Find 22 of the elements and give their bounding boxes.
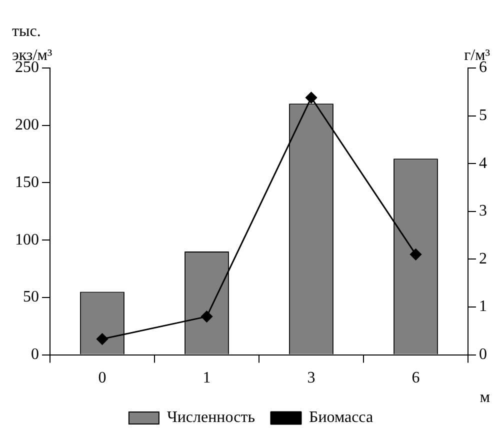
y-tick-label: 150: [15, 174, 39, 191]
y2-tick-label: 4: [479, 154, 487, 172]
x-tick-label: 1: [202, 370, 211, 387]
legend-label: Численность: [166, 409, 255, 426]
y-tick-label: 0: [31, 346, 39, 364]
y-tick-label: 200: [15, 116, 39, 134]
legend-label: Биомасса: [309, 409, 374, 426]
point: [410, 248, 422, 260]
x-tick-label: 0: [98, 370, 106, 387]
y2-tick-label: 2: [479, 250, 487, 268]
x-axis-title: м: [480, 389, 490, 406]
y2-tick-label: 5: [479, 107, 487, 124]
y-tick-label: 50: [23, 288, 39, 306]
point: [201, 310, 212, 322]
point: [96, 333, 108, 345]
x-tick-label: 3: [307, 370, 316, 387]
y2-tick-label: 1: [479, 298, 487, 316]
point: [306, 92, 317, 104]
y-tick-label: 100: [15, 231, 39, 248]
y2-tick-label: 0: [479, 346, 487, 364]
x-tick-label: 6: [412, 370, 420, 387]
y2-tick-label: 3: [479, 202, 487, 220]
